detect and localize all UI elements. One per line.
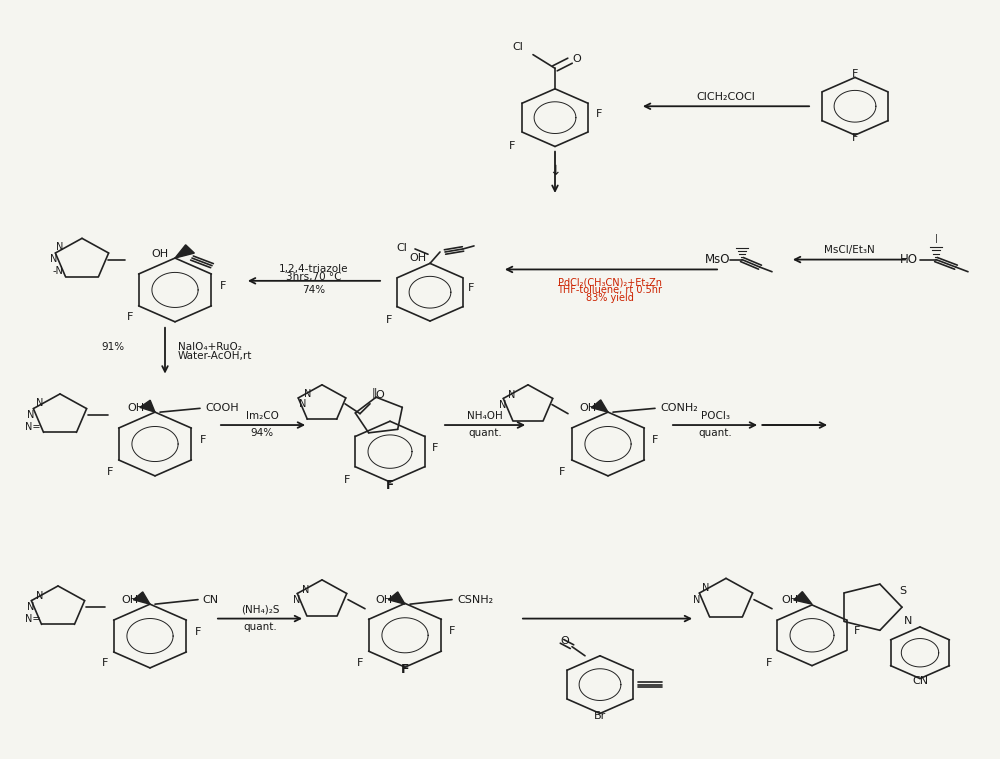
Text: N: N — [304, 389, 312, 399]
Text: -N: -N — [52, 266, 63, 276]
Text: F: F — [401, 663, 409, 676]
Text: N: N — [508, 389, 516, 400]
Text: F: F — [652, 435, 658, 446]
Text: F: F — [432, 442, 438, 453]
Text: O: O — [573, 54, 581, 65]
Text: S: S — [899, 585, 907, 596]
Text: HO: HO — [900, 253, 918, 266]
Text: F: F — [596, 109, 602, 119]
Text: F: F — [509, 140, 515, 151]
Polygon shape — [388, 592, 405, 604]
Polygon shape — [591, 400, 608, 412]
Text: THF-tolluene, rt 0.5hr: THF-tolluene, rt 0.5hr — [558, 285, 662, 295]
Text: F: F — [766, 657, 772, 668]
Text: O: O — [561, 636, 569, 647]
Text: F: F — [854, 626, 860, 637]
Text: N: N — [299, 398, 307, 409]
Text: quant.: quant. — [698, 427, 732, 438]
Text: 74%: 74% — [302, 285, 326, 295]
Text: OH: OH — [579, 403, 596, 414]
Text: N: N — [702, 583, 710, 594]
Text: quant.: quant. — [243, 622, 277, 632]
Text: N=: N= — [24, 613, 40, 624]
Text: MsCl/Et₃N: MsCl/Et₃N — [824, 245, 874, 256]
Text: F: F — [344, 474, 350, 485]
Text: N: N — [50, 254, 58, 264]
Text: ClCH₂COCl: ClCH₂COCl — [697, 92, 755, 102]
Text: CSNH₂: CSNH₂ — [457, 594, 493, 605]
Text: F: F — [386, 315, 392, 326]
Text: CN: CN — [912, 676, 928, 686]
Text: F: F — [195, 627, 201, 638]
Text: (NH₄)₂S: (NH₄)₂S — [241, 604, 279, 615]
Text: Im₂CO: Im₂CO — [246, 411, 278, 421]
Text: F: F — [852, 69, 858, 80]
Polygon shape — [140, 400, 155, 412]
Text: NaIO₄+RuO₂: NaIO₄+RuO₂ — [178, 342, 242, 352]
Text: N: N — [27, 602, 34, 613]
Text: N: N — [36, 591, 44, 601]
Polygon shape — [175, 245, 194, 258]
Text: Cl: Cl — [397, 243, 407, 254]
Text: COOH: COOH — [205, 403, 239, 414]
Text: OH: OH — [128, 403, 145, 414]
Text: F: F — [386, 479, 394, 493]
Text: OH: OH — [781, 594, 798, 605]
Text: 1,2,4-triazole: 1,2,4-triazole — [279, 264, 349, 275]
Text: N: N — [27, 410, 34, 420]
Text: F: F — [468, 283, 474, 294]
Text: F: F — [357, 657, 363, 668]
Polygon shape — [133, 592, 150, 604]
Text: N: N — [56, 242, 64, 253]
Text: N: N — [499, 399, 506, 410]
Text: OH: OH — [409, 253, 427, 263]
Text: F: F — [102, 658, 108, 669]
Text: PdCl₂(CH₃CN)₂+Et₂Zn: PdCl₂(CH₃CN)₂+Et₂Zn — [558, 277, 662, 288]
Text: quant.: quant. — [468, 427, 502, 438]
Text: 83% yield: 83% yield — [586, 292, 634, 303]
Text: 3hrs,70 °C: 3hrs,70 °C — [286, 272, 342, 282]
Text: F: F — [127, 312, 133, 323]
Text: N: N — [302, 584, 310, 595]
Text: MsO: MsO — [704, 253, 730, 266]
Text: OH: OH — [151, 249, 169, 260]
Text: CN: CN — [202, 594, 218, 605]
Text: Cl: Cl — [513, 42, 523, 52]
Text: N: N — [904, 616, 912, 626]
Text: F: F — [559, 467, 565, 477]
Text: 94%: 94% — [250, 427, 274, 438]
Text: ‖: ‖ — [371, 387, 377, 398]
Text: F: F — [449, 626, 455, 637]
Text: F: F — [107, 467, 113, 477]
Text: OH: OH — [376, 594, 393, 605]
Text: F: F — [220, 281, 226, 291]
Text: F: F — [852, 133, 858, 143]
Polygon shape — [794, 591, 812, 604]
Text: N: N — [693, 594, 700, 605]
Text: POCl₃: POCl₃ — [700, 411, 730, 421]
Text: ↓: ↓ — [549, 164, 561, 178]
Text: Water-AcOH,rt: Water-AcOH,rt — [178, 351, 252, 361]
Text: 91%: 91% — [101, 342, 124, 352]
Text: |: | — [935, 234, 937, 243]
Text: F: F — [200, 435, 206, 446]
Text: OH: OH — [121, 594, 138, 605]
Text: N=: N= — [24, 421, 40, 432]
Text: O: O — [376, 389, 384, 400]
Text: NH₄OH: NH₄OH — [467, 411, 503, 421]
Text: CONH₂: CONH₂ — [660, 403, 698, 414]
Text: Br: Br — [594, 710, 606, 721]
Text: N: N — [36, 398, 44, 408]
Text: N: N — [293, 594, 300, 605]
